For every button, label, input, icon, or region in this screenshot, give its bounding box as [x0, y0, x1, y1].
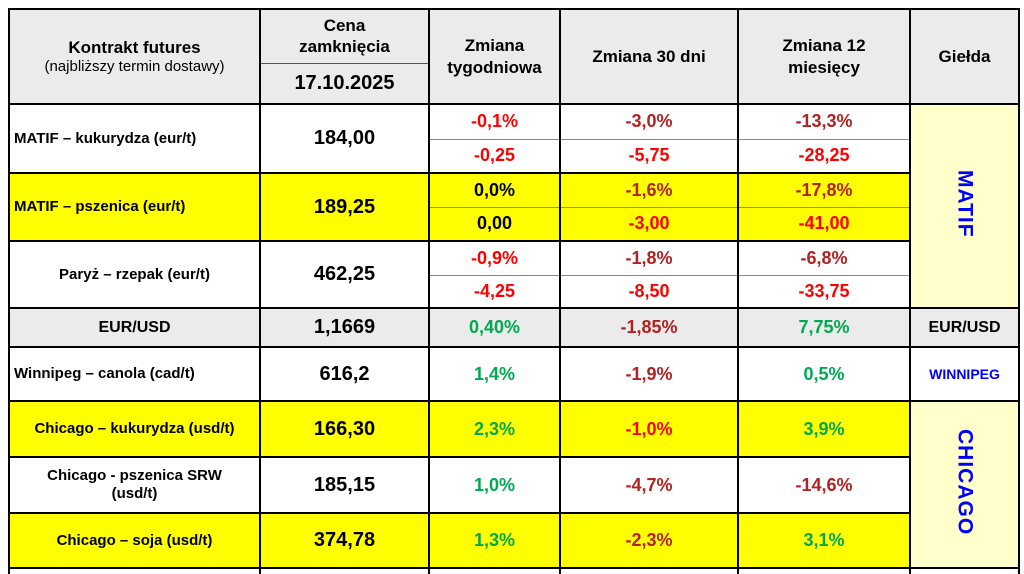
change12-pct-cell: -14,6% — [737, 456, 911, 513]
change30-pct-cell: -1,6% — [559, 172, 739, 207]
change12-pct-cell: 7,75% — [737, 307, 911, 347]
contract-name-cell: Chicago – soja (usd/t) — [8, 512, 261, 568]
weekly-pct-cell: 1,4% — [428, 346, 561, 401]
header-close-price: Cena zamknięcia — [259, 9, 430, 63]
exchange-winnipeg-cell: WINNIPEG — [909, 346, 1020, 401]
change12-abs-cell: -28,25 — [737, 138, 911, 173]
contract-name-cell: Winnipeg – canola (cad/t) — [8, 346, 261, 401]
header-exchange: Giełda — [909, 9, 1020, 104]
price-cell: 185,15 — [259, 456, 430, 513]
exchange-eurusd-cell: EUR/USD — [909, 307, 1020, 347]
change30-pct-cell: -1,8% — [559, 240, 739, 275]
header-30d-change: Zmiana 30 dni — [559, 9, 739, 104]
futures-table: Kontrakt futures (najbliższy termin dost… — [8, 8, 1020, 574]
weekly-pct-cell: 0,0% — [428, 172, 561, 207]
weekly-pct-cell: 1,3% — [428, 512, 561, 568]
change12-abs-cell: -41,00 — [737, 206, 911, 241]
table-row: 0,00 -3,00 -41,00 — [9, 206, 1019, 241]
header-contract-title: Kontrakt futures — [68, 37, 201, 57]
price-cell: 462,25 — [259, 240, 430, 308]
exchange-chicago-cell: CHICAGO — [909, 400, 1020, 568]
table-row: Chicago – soja (usd/t) 374,78 1,3% -2,3%… — [8, 512, 1019, 568]
change30-pct-cell: -3,0% — [559, 103, 739, 139]
header-weekly-change: Zmiana tygodniowa — [428, 9, 561, 104]
weekly-pct-cell: -0,9% — [428, 240, 561, 275]
contract-name-cell: Chicago - pszenica SRW (usd/t) — [8, 456, 261, 513]
contract-name-cell: EUR/USD — [8, 307, 261, 347]
change12-pct-cell: 3,1% — [737, 512, 911, 568]
exchange-matif-cell: MATIF — [909, 103, 1020, 308]
change12-pct-cell: -13,3% — [737, 103, 911, 139]
table-row: Chicago – kukurydza (usd/t) 166,30 2,3% … — [8, 400, 1020, 568]
change30-pct-cell: -4,7% — [559, 456, 739, 513]
header-contract: Kontrakt futures (najbliższy termin dost… — [8, 9, 261, 104]
table-row: MATIF – pszenica (eur/t) 189,25 0,0% -1,… — [8, 172, 1019, 241]
price-cell: 184,00 — [259, 103, 430, 173]
change30-pct-cell: -1,9% — [559, 346, 739, 401]
change30-pct-cell: -1,85% — [559, 307, 739, 347]
change12-pct-cell: 0,5% — [737, 346, 911, 401]
weekly-abs-cell: -4,25 — [428, 274, 561, 308]
contract-name-cell: Chicago – kukurydza (usd/t) — [8, 400, 261, 457]
table-row: -0,25 -5,75 -28,25 — [9, 138, 1019, 173]
table-row: MATIF – kukurydza (eur/t) 184,00 -0,1% -… — [8, 103, 1020, 308]
table-row: Chicago - pszenica SRW (usd/t) 185,15 1,… — [8, 456, 1019, 513]
change30-abs-cell: -8,50 — [559, 274, 739, 308]
weekly-pct-cell: 1,0% — [428, 456, 561, 513]
price-cell: 189,25 — [259, 172, 430, 241]
table-row: -4,25 -8,50 -33,75 — [9, 274, 1019, 308]
table-row: EUR/USD 1,1669 0,40% -1,85% 7,75% EUR/US… — [8, 307, 1020, 347]
close-date-cell: 17.10.2025 — [259, 62, 430, 104]
change12-pct-cell: -17,8% — [737, 172, 911, 207]
change30-pct-cell: -2,3% — [559, 512, 739, 568]
change30-abs-cell: -5,75 — [559, 138, 739, 173]
price-cell: 166,30 — [259, 400, 430, 457]
exchange-chicago-label: CHICAGO — [953, 428, 977, 536]
change30-abs-cell: -3,00 — [559, 206, 739, 241]
table-row — [8, 567, 1020, 574]
table-row: Paryż – rzepak (eur/t) 462,25 -0,9% -1,8… — [8, 240, 1019, 308]
change12-abs-cell: -33,75 — [737, 274, 911, 308]
contract-name-cell: Paryż – rzepak (eur/t) — [8, 240, 261, 308]
change30-pct-cell: -1,0% — [559, 400, 739, 457]
exchange-matif-label: MATIF — [953, 169, 977, 238]
price-cell: 616,2 — [259, 346, 430, 401]
change12-pct-cell: 3,9% — [737, 400, 911, 457]
header-contract-subtitle: (najbliższy termin dostawy) — [44, 57, 225, 75]
change12-pct-cell: -6,8% — [737, 240, 911, 275]
weekly-pct-cell: -0,1% — [428, 103, 561, 139]
header-12m-change: Zmiana 12 miesięcy — [737, 9, 911, 104]
weekly-abs-cell: 0,00 — [428, 206, 561, 241]
table-row: Winnipeg – canola (cad/t) 616,2 1,4% -1,… — [8, 346, 1020, 401]
contract-name-cell: MATIF – kukurydza (eur/t) — [8, 103, 261, 173]
price-cell: 374,78 — [259, 512, 430, 568]
weekly-pct-cell: 2,3% — [428, 400, 561, 457]
weekly-abs-cell: -0,25 — [428, 138, 561, 173]
contract-name-cell: MATIF – pszenica (eur/t) — [8, 172, 261, 241]
price-cell: 1,1669 — [259, 307, 430, 347]
weekly-pct-cell: 0,40% — [428, 307, 561, 347]
